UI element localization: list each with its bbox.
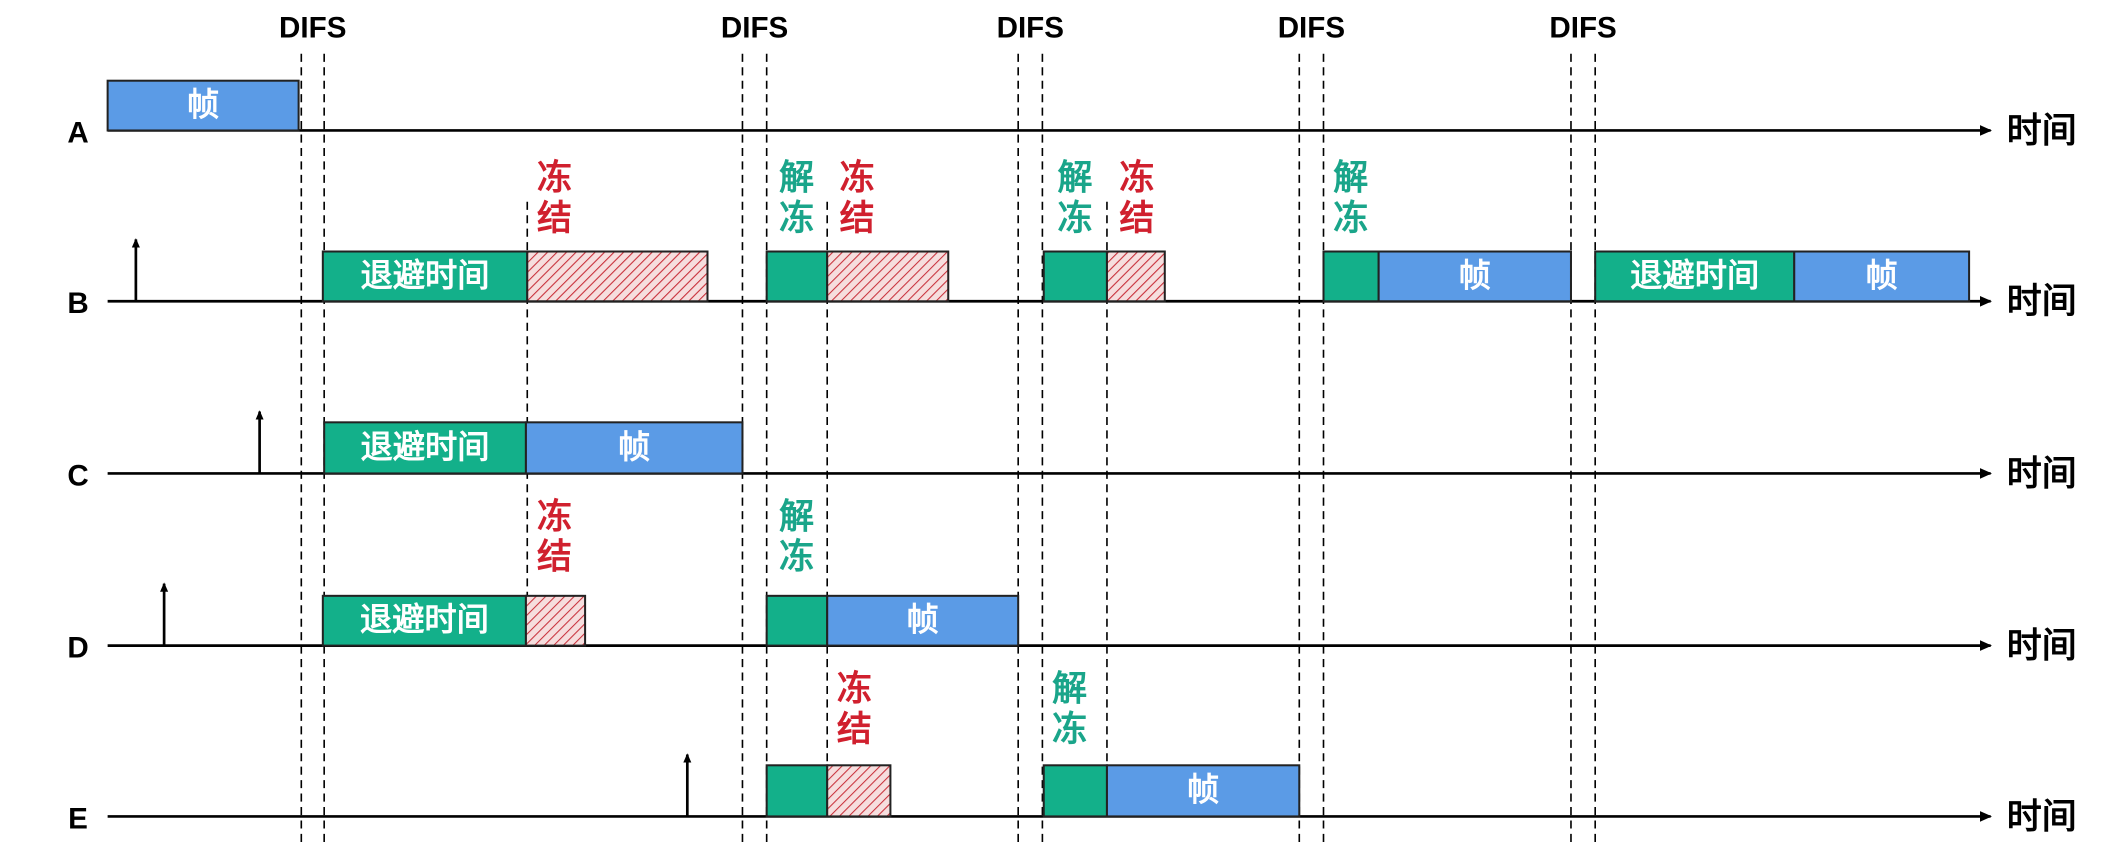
freeze-block — [826, 764, 892, 818]
state-note: 冻结 — [832, 670, 871, 751]
time-label: 时间 — [2007, 282, 2077, 321]
block-label: 帧 — [907, 602, 939, 638]
frame-block — [826, 594, 1020, 647]
block-label: 退避时间 — [361, 257, 490, 293]
state-note: 解冻 — [774, 158, 813, 239]
block-label: 退避时间 — [361, 429, 490, 465]
station-label: A — [67, 116, 88, 149]
state-note: 解冻 — [1328, 158, 1367, 239]
block-label: 帧 — [187, 86, 219, 122]
freeze-block — [524, 594, 587, 647]
backoff-block — [321, 250, 529, 303]
state-note: 冻结 — [532, 497, 571, 578]
backoff-block — [1594, 250, 1796, 303]
backoff-block — [1042, 250, 1108, 303]
state-note: 冻结 — [835, 158, 874, 239]
time-label: 时间 — [2007, 797, 2077, 836]
time-label: 时间 — [2007, 627, 2077, 666]
backoff-block — [323, 421, 527, 475]
frame-block — [1377, 250, 1572, 303]
difs-label: DIFS — [1549, 11, 1616, 44]
station-label: D — [67, 631, 88, 664]
time-label: 时间 — [2007, 454, 2077, 493]
difs-label: DIFS — [997, 11, 1064, 44]
station-label: C — [67, 459, 88, 492]
state-note: 冻结 — [532, 158, 571, 239]
frame-block — [1105, 764, 1301, 818]
freeze-block — [1105, 250, 1166, 303]
block-label: 帧 — [618, 429, 650, 465]
block-label: 帧 — [1459, 257, 1491, 293]
freeze-block — [526, 250, 709, 303]
backoff-block — [765, 764, 829, 818]
frame-block — [524, 421, 744, 475]
station-label: E — [68, 802, 88, 835]
block-label: 帧 — [1866, 257, 1898, 293]
station-label: B — [67, 287, 88, 320]
state-note: 解冻 — [1047, 670, 1086, 751]
block-label: 退避时间 — [360, 602, 489, 638]
backoff-block — [1042, 764, 1108, 818]
difs-label: DIFS — [279, 11, 346, 44]
backoff-block — [1322, 250, 1380, 303]
block-label: 退避时间 — [1630, 257, 1759, 293]
backoff-block — [765, 594, 829, 647]
difs-label: DIFS — [1278, 11, 1345, 44]
state-note: 冻结 — [1114, 158, 1153, 239]
difs-label: DIFS — [721, 11, 788, 44]
state-note: 解冻 — [774, 497, 813, 578]
block-label: 帧 — [1187, 772, 1219, 808]
backoff-block — [765, 250, 829, 303]
freeze-block — [826, 250, 950, 303]
frame-block — [1793, 250, 1971, 303]
time-label: 时间 — [2007, 111, 2077, 150]
frame-block — [106, 79, 300, 132]
state-note: 解冻 — [1052, 158, 1091, 239]
